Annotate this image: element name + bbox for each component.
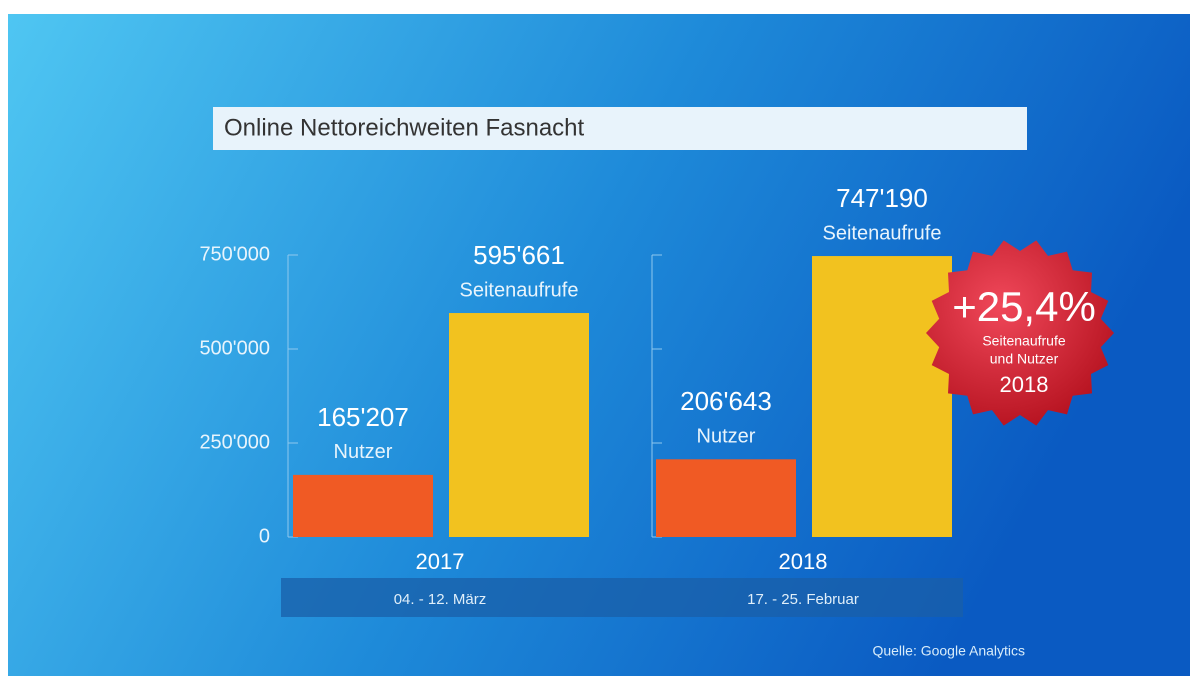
badge-text: Seitenaufrufe [982, 333, 1065, 349]
badge-text: und Nutzer [990, 351, 1059, 367]
bar [449, 313, 589, 537]
y-tick-label: 500'000 [199, 337, 270, 359]
value-label: 165'207 [317, 402, 409, 432]
y-tick-label: 750'000 [199, 243, 270, 265]
category-date: 04. - 12. März [394, 591, 487, 608]
series-name: Nutzer [697, 426, 756, 448]
title-box [213, 107, 1027, 150]
badge [926, 240, 1114, 426]
value-label: 747'190 [836, 183, 928, 213]
series-name: Nutzer [334, 441, 393, 463]
bar [812, 256, 952, 537]
x-tick-label: 2018 [779, 549, 828, 574]
chart-title: Online Nettoreichweiten Fasnacht [224, 114, 585, 141]
value-label: 206'643 [680, 386, 772, 416]
badge-text: +25,4% [952, 283, 1096, 330]
bar [293, 474, 433, 537]
y-tick-label: 250'000 [199, 431, 270, 453]
bar [656, 459, 796, 537]
source: Quelle: Google Analytics [872, 643, 1025, 659]
x-tick-label: 2017 [416, 549, 465, 574]
y-tick-label: 0 [259, 525, 270, 547]
date-band [281, 578, 963, 617]
category-date: 17. - 25. Februar [747, 591, 859, 608]
badge-text: 2018 [1000, 372, 1049, 397]
series-name: Seitenaufrufe [460, 279, 579, 301]
value-label: 595'661 [473, 240, 565, 270]
series-name: Seitenaufrufe [823, 222, 942, 244]
